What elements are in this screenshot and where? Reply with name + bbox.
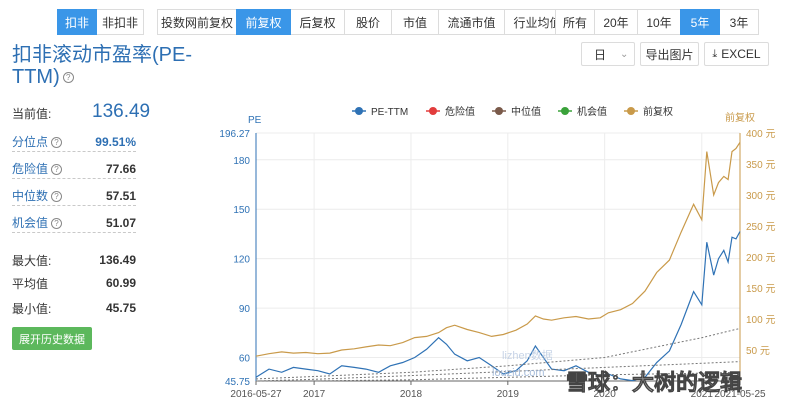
stat-max-label: 最大值: [12, 253, 52, 268]
y-right-tick-label: 350 元 [746, 160, 775, 171]
legend-marker [429, 107, 437, 115]
watermark-text: louzid.com [492, 367, 545, 379]
stat-average: 平均值 60.99 [12, 273, 136, 293]
legend-label: PE-TTM [371, 107, 408, 118]
legend-marker [355, 107, 363, 115]
y-left-tick-label: 45.75 [225, 377, 250, 388]
y-left-tick-label: 150 [233, 205, 250, 216]
chevron-down-icon: ⌄ [620, 48, 629, 60]
stat-min: 最小值: 45.75 [12, 298, 136, 318]
x-tick-label: 2021-05-25 [714, 389, 766, 400]
price-type-button-3[interactable]: 股价 [344, 9, 392, 35]
x-tick-label: 2019 [497, 389, 520, 400]
stat-opportunity-label[interactable]: 机会值 [12, 216, 49, 230]
price-type-button-0[interactable]: 投数网前复权 [157, 9, 237, 35]
series-line-PE-TTM [255, 231, 741, 382]
mode-button-1[interactable]: 非扣非 [96, 9, 144, 35]
help-icon[interactable]: ? [51, 218, 63, 230]
y-left-tick-label: 180 [233, 156, 250, 167]
y-right-tick-label: 150 元 [746, 284, 775, 295]
legend-label: 机会值 [577, 105, 607, 118]
legend-label: 中位值 [511, 105, 541, 118]
period-select-value: 日 [594, 47, 607, 62]
y-right-tick-label: 250 元 [746, 222, 775, 233]
y-right-tick-label: 100 元 [746, 315, 775, 326]
page-title: 扣非滚动市盈率(PE-TTM)? [12, 44, 202, 88]
help-icon[interactable]: ? [51, 164, 63, 176]
stat-max-value: 136.49 [99, 253, 136, 267]
stat-current-label: 当前值: [12, 106, 52, 121]
series-line-机会值 [255, 371, 741, 382]
price-type-button-group: 投数网前复权 前复权 后复权 股价 市值 流通市值 行业均值 [157, 9, 571, 35]
price-type-button-2[interactable]: 后复权 [290, 9, 345, 35]
stat-max: 最大值: 136.49 [12, 250, 136, 270]
range-button-2[interactable]: 10年 [637, 9, 681, 35]
stat-average-value: 60.99 [105, 276, 136, 290]
stat-opportunity-value: 51.07 [105, 215, 136, 230]
y-left-tick-label: 196.27 [219, 129, 250, 140]
stat-percentile: 分位点? 99.51% [12, 132, 136, 152]
series-line-中位值 [255, 361, 741, 382]
legend-marker [627, 107, 635, 115]
y-left-axis-label: PE [248, 115, 262, 126]
x-tick-label: 2017 [303, 389, 326, 400]
watermark-text: 雪球：大树的逻辑 [566, 370, 742, 395]
page-title-text: 扣非滚动市盈率(PE-TTM) [12, 44, 192, 88]
mode-button-group: 扣非 非扣非 [57, 9, 144, 35]
stat-median: 中位数? 57.51 [12, 186, 136, 206]
expand-history-button[interactable]: 展开历史数据 [12, 327, 92, 350]
help-icon[interactable]: ? [51, 137, 63, 149]
y-left-tick-label: 120 [233, 255, 250, 266]
x-tick-label: 2021 [691, 389, 714, 400]
legend-label: 危险值 [445, 105, 475, 118]
legend-marker [495, 107, 503, 115]
range-button-3[interactable]: 5年 [680, 9, 720, 35]
mode-button-0[interactable]: 扣非 [57, 9, 97, 35]
period-select[interactable]: 日 ⌄ [581, 42, 635, 66]
stat-min-label: 最小值: [12, 301, 52, 316]
y-left-tick-label: 90 [239, 304, 251, 315]
export-excel-button[interactable]: ⤓ EXCEL [704, 42, 769, 66]
stat-percentile-value: 99.51% [95, 134, 136, 149]
range-button-4[interactable]: 3年 [719, 9, 759, 35]
stat-percentile-label[interactable]: 分位点 [12, 135, 49, 149]
download-icon: ⤓ [712, 47, 718, 60]
export-image-label: 导出图片 [645, 47, 694, 62]
help-icon[interactable]: ? [62, 72, 74, 84]
stat-current-value: 136.49 [92, 101, 151, 122]
stat-current: 当前值: [12, 103, 136, 123]
stat-average-label: 平均值 [12, 276, 49, 291]
range-button-1[interactable]: 20年 [594, 9, 638, 35]
y-left-tick-label: 60 [239, 354, 251, 365]
stat-median-value: 57.51 [105, 188, 136, 203]
stat-min-value: 45.75 [105, 301, 136, 315]
y-right-tick-label: 300 元 [746, 191, 775, 202]
stat-danger: 危险值? 77.66 [12, 159, 136, 179]
legend-marker [561, 107, 569, 115]
stat-opportunity: 机会值? 51.07 [12, 213, 136, 233]
x-tick-label: 2018 [400, 389, 423, 400]
price-type-button-1[interactable]: 前复权 [236, 9, 291, 35]
x-tick-label: 2020 [594, 389, 617, 400]
y-right-tick-label: 200 元 [746, 253, 775, 264]
range-button-0[interactable]: 所有 [555, 9, 595, 35]
price-type-button-4[interactable]: 市值 [391, 9, 439, 35]
export-image-button[interactable]: 导出图片 [640, 42, 699, 66]
help-icon[interactable]: ? [51, 191, 63, 203]
y-right-tick-label: 400 元 [746, 129, 775, 140]
stat-danger-label[interactable]: 危险值 [12, 162, 49, 176]
stat-danger-value: 77.66 [105, 161, 136, 176]
range-button-group: 所有 20年 10年 5年 3年 [555, 9, 759, 35]
export-excel-label: EXCEL [721, 47, 761, 61]
x-tick-label: 2016-05-27 [230, 389, 282, 400]
series-line-危险值 [255, 327, 741, 380]
legend-label: 前复权 [643, 105, 673, 118]
y-right-tick-label: 50 元 [746, 346, 770, 357]
stat-median-label[interactable]: 中位数 [12, 189, 49, 203]
watermark-text: lizhen数据 [502, 348, 553, 362]
y-right-axis-label: 前复权 [725, 111, 755, 124]
price-type-button-5[interactable]: 流通市值 [438, 9, 505, 35]
series-line-前复权 [255, 141, 741, 357]
